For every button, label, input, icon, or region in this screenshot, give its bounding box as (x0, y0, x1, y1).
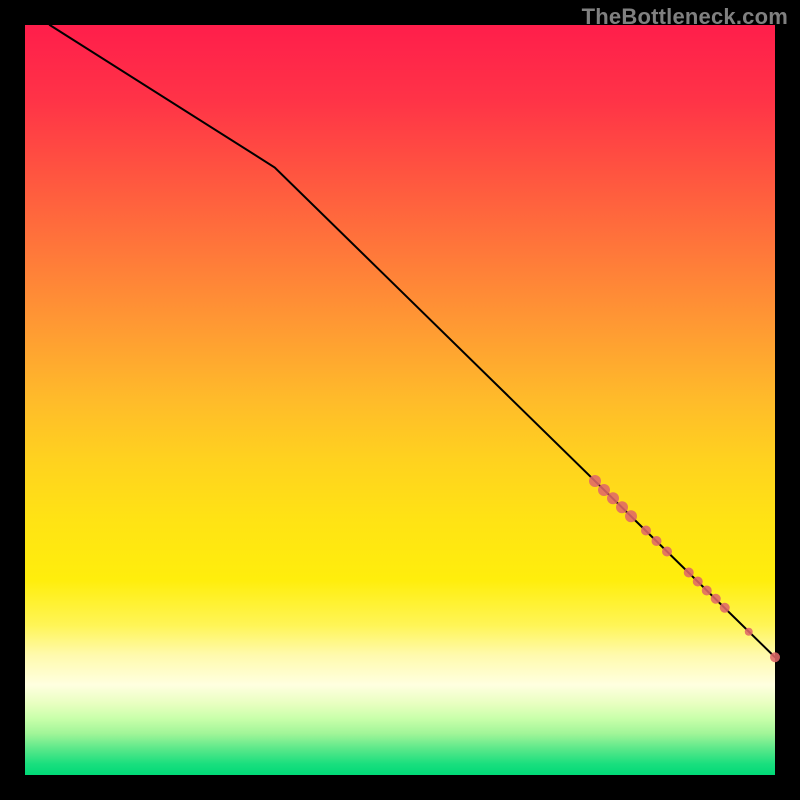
data-point (598, 484, 610, 496)
plot-background (25, 25, 775, 775)
attribution-label: TheBottleneck.com (582, 4, 788, 30)
data-point (720, 603, 730, 613)
data-point (652, 536, 662, 546)
data-point (770, 652, 780, 662)
data-point (684, 568, 694, 578)
data-point (693, 577, 703, 587)
data-point (625, 510, 637, 522)
data-point (607, 492, 619, 504)
data-point (616, 501, 628, 513)
data-point (702, 586, 712, 596)
data-point (745, 628, 753, 636)
chart-svg (0, 0, 800, 800)
data-point (711, 594, 721, 604)
chart-container: TheBottleneck.com (0, 0, 800, 800)
data-point (641, 526, 651, 536)
data-point (662, 547, 672, 557)
data-point (589, 475, 601, 487)
